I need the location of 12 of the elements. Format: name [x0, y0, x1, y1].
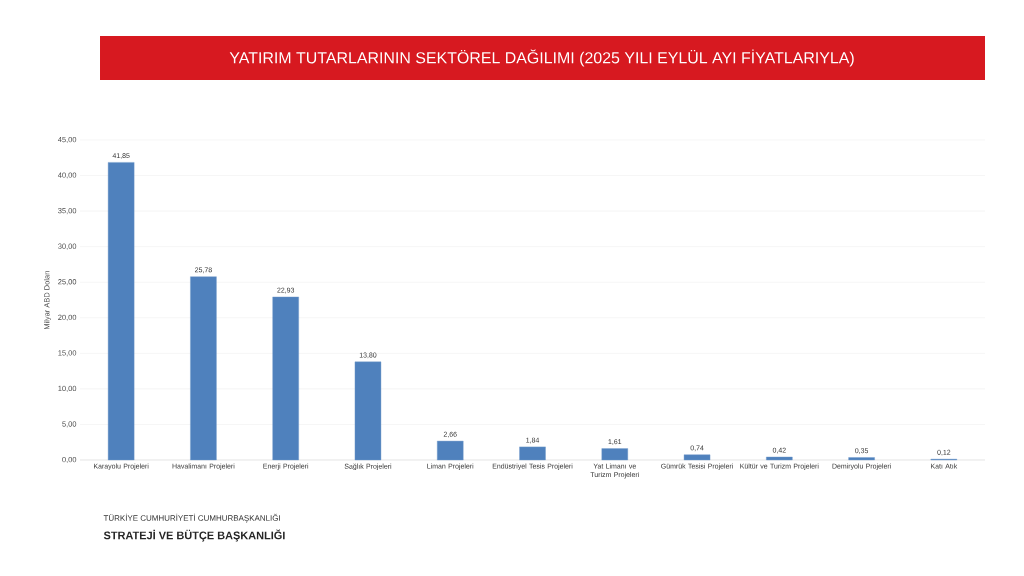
bar — [601, 448, 628, 461]
bar — [766, 456, 793, 461]
bar — [848, 457, 875, 461]
text: STRATEJİ VE BÜTÇE BAŞKANLIĞI — [103, 529, 285, 542]
bar — [272, 296, 299, 461]
bar — [190, 276, 217, 461]
bar — [437, 440, 464, 461]
bar — [683, 454, 711, 461]
bar — [519, 446, 546, 461]
bar — [354, 361, 382, 461]
bar — [107, 162, 135, 461]
chart-title: YATIRIM TUTARLARININ SEKTÖREL DAĞILIMI (2025 YILI EYLÜL AYI FİYATLARIYLA) — [229, 49, 854, 67]
